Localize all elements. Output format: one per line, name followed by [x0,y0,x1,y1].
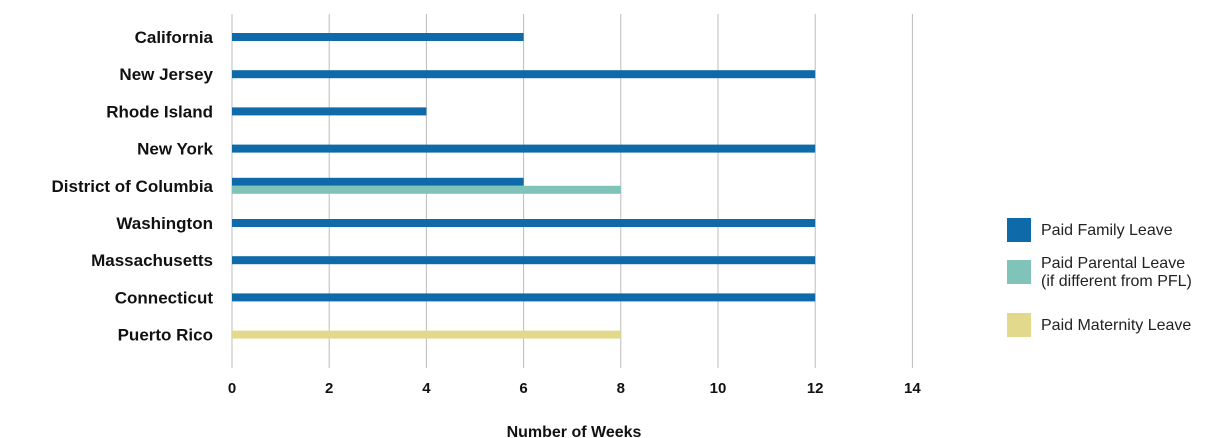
x-tick-label: 4 [422,380,431,397]
category-label: Connecticut [115,288,214,307]
x-tick-label: 2 [325,380,333,397]
bar [232,256,816,265]
legend-swatch [1007,260,1031,284]
x-tick-label: 8 [617,380,625,397]
bar [232,70,816,79]
bar [232,219,816,227]
category-label: California [135,28,214,47]
x-tick-label: 10 [710,380,727,397]
category-label: New York [137,140,213,159]
x-axis-title: Number of Weeks [507,424,642,438]
bar [232,177,524,186]
category-label: District of Columbia [51,177,213,196]
bar [232,185,621,194]
legend-label: Paid Family Leave [1041,222,1173,239]
bar [232,293,816,302]
x-tick-labels: 0 2 4 6 8 10 12 14 [228,380,922,397]
category-label: Massachusetts [91,251,213,270]
legend-label: (if different from PFL) [1041,273,1192,290]
category-label: Puerto Rico [118,326,213,345]
category-labels: California New Jersey Rhode Island New York… [51,28,213,345]
bar [232,33,524,41]
category-label: Rhode Island [106,102,213,121]
x-tick-label: 14 [904,380,921,397]
bar [232,107,427,116]
category-label: New Jersey [119,65,213,84]
legend-swatch [1007,313,1031,337]
legend-swatch [1007,218,1031,242]
category-label: Washington [116,214,213,233]
legend: Paid Family Leave Paid Parental Leave(if … [1007,218,1192,337]
x-tick-label: 6 [519,380,527,397]
x-tick-label: 0 [228,380,236,397]
x-tick-label: 12 [807,380,824,397]
bar [232,144,816,153]
bars [232,33,816,339]
legend-label: Paid Maternity Leave [1041,317,1191,334]
bar [232,330,621,339]
legend-label: Paid Parental Leave [1041,255,1185,272]
